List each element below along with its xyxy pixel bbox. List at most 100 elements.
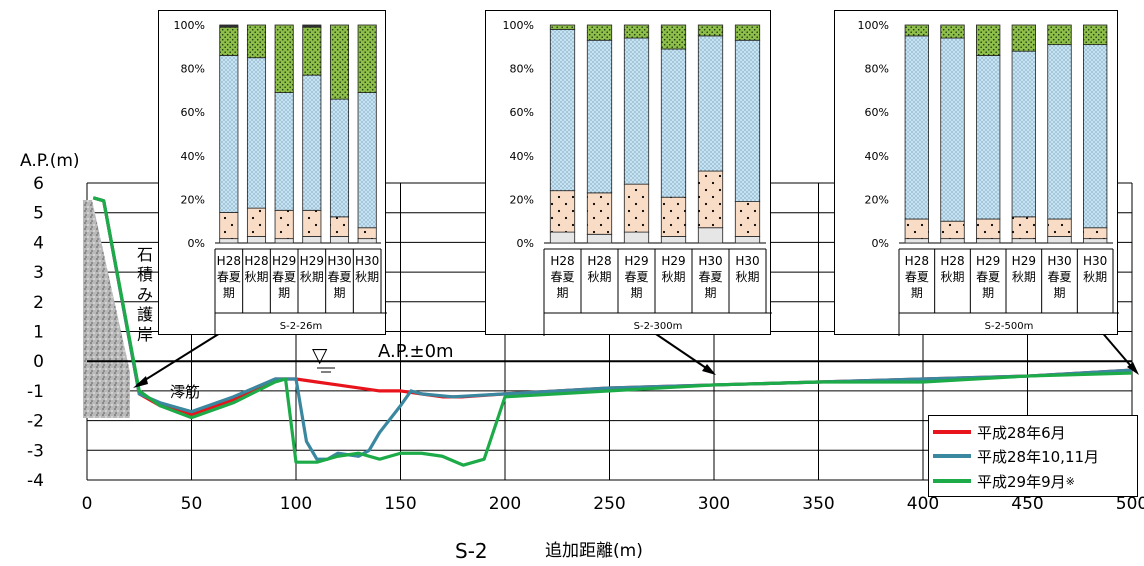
inset-title: S-2-300m [634, 321, 683, 332]
bar-segment-sand [1047, 218, 1072, 237]
bar-segment-silt [1011, 50, 1037, 218]
legend: 平成28年6月 平成28年10,11月 平成29年9月 ※ [928, 415, 1138, 497]
bar-segment-gravel [586, 233, 613, 244]
ap-zero-label: A.P.±0m [378, 341, 454, 362]
bar-segment-clay [734, 24, 761, 41]
inset-svg: 0%20%40%60%80%100%H28春夏期H28秋期H29春夏期H29秋期… [503, 19, 772, 336]
bar-segment-silt [975, 55, 1001, 220]
y-tick-label: -4 [27, 471, 44, 491]
legend-note: ※ [1065, 474, 1075, 488]
y-tick-label: -3 [27, 441, 44, 461]
inset-category-label: 春夏 [327, 270, 351, 284]
bar-segment-gravel [697, 227, 724, 244]
bar-segment-sand [975, 218, 1001, 240]
y-tick-label: 5 [33, 204, 44, 224]
bar-segment-clay [904, 24, 930, 37]
bar-segment-silt [697, 35, 724, 172]
bar-segment-gravel [940, 238, 965, 244]
bar-segment-clay [302, 26, 322, 76]
bar-segment-silt [302, 74, 322, 211]
channel-label: 澪筋 [170, 383, 200, 401]
inset-category-label: 期 [630, 286, 642, 300]
bar-segment-silt [1082, 44, 1108, 229]
inset-chart-26m: 0% 20% 40% 60% 80% 100% H28 春夏期 H28 秋期 H29 春夏期 H29 秋期… [158, 10, 387, 336]
inset-category-label: 秋期 [1083, 270, 1107, 284]
bar-segment-clay [219, 26, 239, 56]
inset-category-label: H28 [244, 254, 268, 268]
inset-title: S-2-500m [985, 321, 1034, 332]
x-tick-label: 300 [698, 494, 730, 514]
bar-segment-silt [586, 39, 613, 194]
bar-segment-sand [660, 196, 687, 237]
y-tick-label: -2 [27, 412, 44, 432]
water-level-icon: ▽ [312, 343, 328, 367]
inset-category-label: 春夏 [1047, 270, 1071, 284]
inset-category-label: 期 [556, 286, 568, 300]
bar-segment-clay [329, 24, 350, 100]
legend-label: 平成28年10,11月 [977, 447, 1100, 466]
bar-segment-clay [586, 24, 613, 41]
inset-category-label: H28 [550, 254, 574, 268]
inset-category-label: H29 [976, 254, 1000, 268]
x-tick-label: 450 [1011, 494, 1043, 514]
legend-item: 平成29年9月 ※ [933, 471, 1075, 491]
bar-segment-sand [940, 220, 965, 240]
inset-y-tick-label: 40% [181, 150, 205, 163]
inset-chart-500m: 0% 20% 40% 60% 80% 100% H28 春夏期 H28 秋期 H29 春夏期 H29 秋期… [834, 10, 1119, 336]
bar-segment-clay [940, 24, 965, 39]
inset-category-label: 期 [333, 286, 345, 300]
bar-segment-clay [1011, 24, 1037, 52]
y-axis-title: A.P.(m) [20, 151, 80, 171]
bar-segment-sand [697, 170, 724, 229]
bar-segment-gravel [549, 231, 576, 244]
inset-category-label: H28 [940, 254, 964, 268]
bar-segment-gravel [302, 236, 322, 244]
x-tick-label: 350 [802, 494, 834, 514]
legend-label: 平成28年6月 [977, 423, 1066, 442]
inset-category-label: H30 [327, 254, 351, 268]
inset-y-tick-label: 0% [517, 237, 534, 250]
wall-label-char: み [137, 285, 153, 304]
x-tick-label: 250 [593, 494, 625, 514]
inset-category-label: 秋期 [300, 270, 324, 284]
bar-segment-clay [660, 24, 687, 50]
bar-segment-sand [219, 212, 239, 240]
legend-swatch [933, 479, 971, 483]
bar-segment-clay [975, 24, 1001, 56]
inset-category-label: 春夏 [976, 270, 1000, 284]
series-lines [92, 196, 1133, 467]
legend-swatch [933, 454, 971, 458]
bar-segment-sand [734, 201, 761, 237]
inset-category-label: 秋期 [587, 270, 611, 284]
inset-y-tick-label: 100% [503, 19, 534, 32]
y-tick-label: 6 [33, 174, 44, 194]
inset-category-label: 春夏 [272, 270, 296, 284]
bar-segment-silt [623, 37, 650, 185]
bar-segment-gravel [1082, 238, 1108, 244]
wall-label-char: 積 [137, 265, 153, 284]
bar-segment-clay [1082, 24, 1108, 46]
inset-category-label: H29 [300, 254, 324, 268]
inset-category-label: 秋期 [1012, 270, 1036, 284]
bar-segment-gravel [329, 236, 350, 244]
bar-segment-silt [940, 37, 965, 222]
inset-category-label: H30 [355, 254, 379, 268]
bar-segment-gravel [219, 238, 239, 244]
inset-y-tick-label: 40% [510, 150, 534, 163]
legend-swatch [933, 430, 971, 434]
inset-category-label: 期 [223, 286, 235, 300]
bar-segment-silt [219, 55, 239, 213]
bar-segment-sand [329, 216, 350, 237]
inset-category-label: 春夏 [624, 270, 648, 284]
bar-segment-sand [274, 209, 294, 240]
bar-segment-gravel [274, 238, 294, 244]
inset-y-tick-label: 20% [865, 193, 889, 206]
inset-svg: 0%20%40%60%80%100%H28春夏期H28秋期H29春夏期H29秋期… [174, 19, 387, 336]
bar-segment-silt [246, 57, 267, 209]
x-tick-label: 100 [280, 494, 312, 514]
inset-y-tick-label: 60% [181, 106, 205, 119]
y-tick-label: -1 [27, 382, 44, 402]
bar-segment-clay [697, 24, 724, 37]
inset-category-label: H30 [1083, 254, 1107, 268]
bar-segment-sand [1011, 216, 1037, 240]
